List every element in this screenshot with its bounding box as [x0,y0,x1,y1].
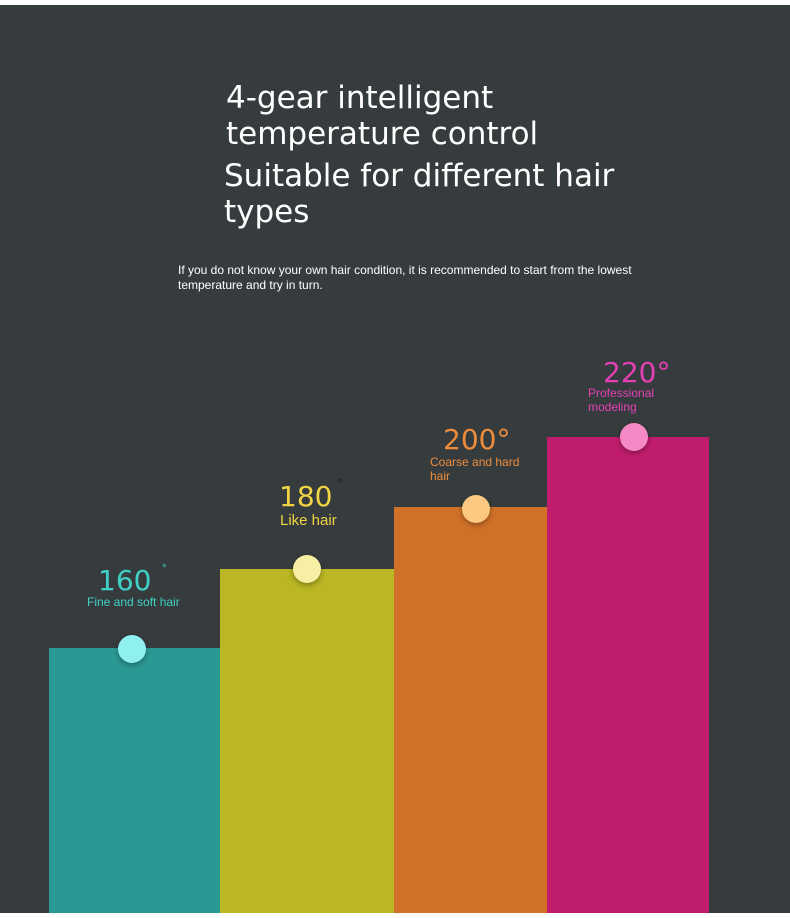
gear-bar-160 [49,648,220,913]
gear-temp-200: 200° [443,423,511,456]
gear-degree-180: ° [337,476,342,490]
gear-bar-220 [547,437,709,913]
gear-temp-180: 180 [279,480,333,513]
gear-dot-160 [118,635,146,663]
gear-degree-160: ° [162,561,167,575]
gear-dot-180 [293,555,321,583]
gear-label-200: Coarse and hard hair [430,455,520,483]
gear-dot-220 [620,423,648,451]
temperature-infographic: 4-gear intelligent temperature control S… [0,5,790,913]
subtitle-text: If you do not know your own hair conditi… [178,263,632,292]
gear-label-160: Fine and soft hair [87,595,180,609]
gear-label-220: Professional modeling [588,386,655,414]
gear-dot-200 [462,495,490,523]
headline-line-2: Suitable for different hair types [224,158,615,230]
gear-temp-160: 160 [98,564,152,597]
gear-label-180: Like hair [280,512,337,529]
gear-bar-180 [220,569,394,913]
gear-temp-220: 220° [603,356,671,389]
gear-bar-200 [394,507,547,913]
headline-line-1: 4-gear intelligent temperature control [226,80,539,152]
